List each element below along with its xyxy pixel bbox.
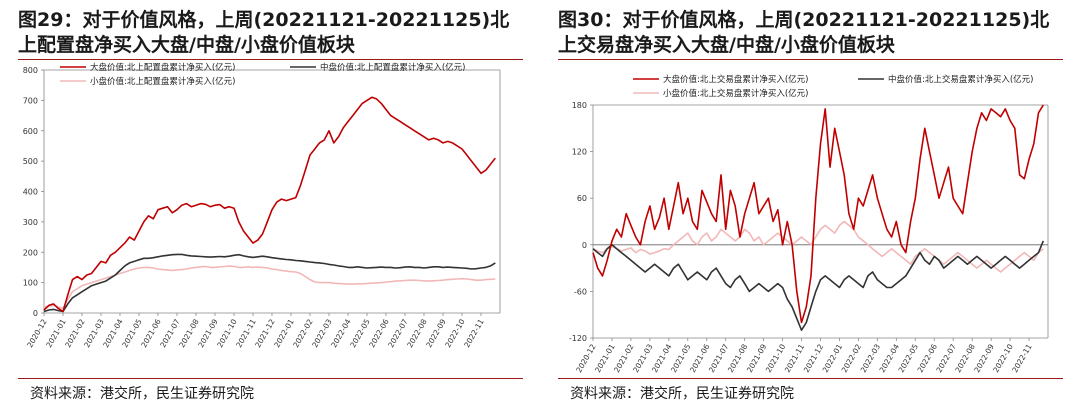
panel-large-alloc: 图29：对于价值风格，上周(20221121-20221125)北上配置盘净买入… (18, 9, 523, 402)
y-tick-label: 120 (572, 148, 587, 157)
series-line (43, 96, 496, 313)
line-chart-alloc: 01002003004005006007008002020-122021-012… (23, 62, 501, 349)
y-tick-label: 60 (577, 194, 587, 203)
series-line (592, 220, 1044, 273)
y-tick-label: 800 (23, 66, 38, 75)
panel-large-trade: 图30：对于价值风格，上周(20221121-20221125)北上交易盘净买入… (540, 0, 1080, 409)
y-tick-label: 0 (582, 241, 587, 250)
y-tick-label: 200 (23, 248, 38, 257)
chart-title: 图29：对于价值风格，上周(20221121-20221125)北上配置盘净买入… (18, 9, 510, 56)
y-tick-label: 180 (572, 101, 587, 110)
legend-label: 中盘价值:北上配置盘累计净买入(亿元) (320, 62, 466, 73)
y-tick-label: -60 (574, 287, 587, 296)
series-line (592, 104, 1044, 324)
y-tick-label: 500 (23, 157, 38, 166)
line-chart-trade: -120-600601201802020-122021-012021-02202… (569, 74, 1049, 374)
y-tick-label: 400 (23, 188, 38, 197)
legend-label: 大盘价值:北上配置盘累计净买入(亿元) (90, 62, 236, 73)
source-note: 资料来源：港交所，民生证券研究院 (570, 386, 794, 402)
series-line (43, 265, 496, 310)
source-divider (18, 378, 523, 379)
y-tick-label: 100 (23, 279, 38, 288)
chart-title: 图30：对于价值风格，上周(20221121-20221125)北上交易盘净买入… (558, 9, 1050, 56)
y-tick-label: 600 (23, 127, 38, 136)
y-tick-label: 700 (23, 96, 38, 105)
source-divider (558, 378, 1063, 379)
source-note: 资料来源：港交所，民生证券研究院 (30, 386, 254, 402)
title-divider (18, 59, 523, 60)
title-divider (558, 59, 1063, 60)
legend-label: 小盘价值:北上交易盘累计净买入(亿元) (663, 88, 809, 99)
legend-label: 小盘价值:北上配置盘累计净买入(亿元) (90, 76, 236, 87)
y-tick-label: 0 (33, 309, 38, 318)
series-line (43, 253, 496, 313)
legend-label: 大盘价值:北上交易盘累计净买入(亿元) (663, 74, 809, 85)
y-tick-label: -120 (569, 334, 587, 343)
legend-label: 中盘价值:北上交易盘累计净买入(亿元) (888, 74, 1034, 85)
series-line (592, 240, 1045, 331)
y-tick-label: 300 (23, 218, 38, 227)
